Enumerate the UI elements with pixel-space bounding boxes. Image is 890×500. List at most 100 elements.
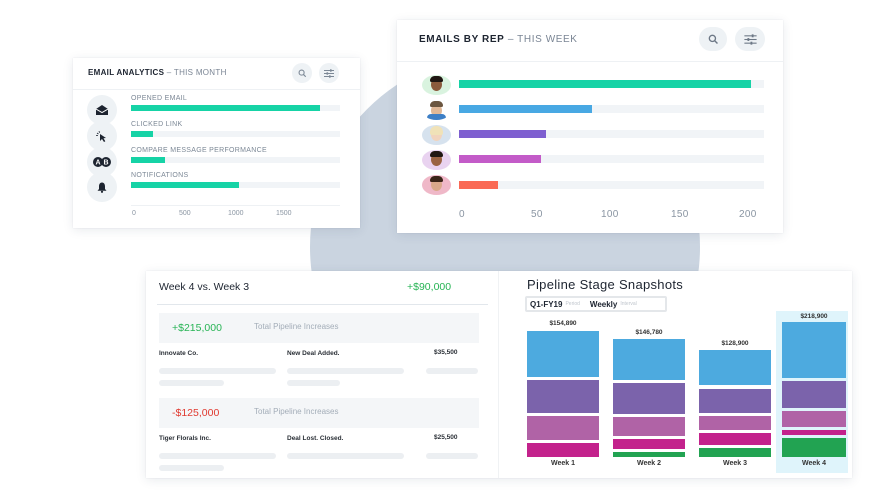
axis-tick: 100 bbox=[601, 209, 619, 220]
search-button[interactable] bbox=[699, 27, 727, 51]
axis-tick: 200 bbox=[739, 209, 757, 220]
deal-value: $25,500 bbox=[434, 434, 458, 441]
bar-segment bbox=[699, 350, 771, 385]
week-compare-delta: +$90,000 bbox=[407, 281, 452, 293]
rep-avatar-3[interactable] bbox=[422, 125, 451, 145]
title-period: – THIS MONTH bbox=[166, 68, 227, 77]
rep-avatar-2[interactable] bbox=[422, 100, 451, 120]
svg-text:A: A bbox=[95, 160, 100, 167]
title-main: EMAILS BY REP bbox=[419, 34, 505, 45]
axis-tick: 0 bbox=[132, 210, 136, 217]
axis-tick: 150 bbox=[671, 209, 689, 220]
search-icon bbox=[708, 34, 718, 44]
bar-segment bbox=[699, 389, 771, 413]
metric-label: COMPARE MESSAGE PERFORMANCE bbox=[131, 147, 267, 154]
filter-button[interactable] bbox=[735, 27, 765, 51]
bar-segment bbox=[613, 383, 685, 414]
bar-total-label: $218,900 bbox=[800, 313, 828, 320]
bar-segment bbox=[613, 439, 685, 449]
period-interval-selector[interactable]: Q1-FY19 Period Weekly Interval bbox=[525, 296, 667, 312]
rep-avatar-1[interactable] bbox=[422, 75, 451, 95]
summary-label: Total Pipeline Increases bbox=[254, 407, 339, 416]
summary-label: Total Pipeline Increases bbox=[254, 322, 339, 331]
card-header: EMAILS BY REP – THIS WEEK bbox=[397, 20, 783, 62]
emails-by-rep-card: EMAILS BY REP – THIS WEEK 0 50 100 150 2… bbox=[397, 20, 783, 233]
deal-value: $35,500 bbox=[434, 349, 458, 356]
skeleton-placeholder bbox=[287, 453, 404, 459]
bar-segment bbox=[527, 443, 599, 457]
svg-text:B: B bbox=[103, 160, 108, 167]
rep-bar-4 bbox=[459, 155, 541, 163]
rep-bar-2 bbox=[459, 105, 592, 113]
period-value: Q1-FY19 bbox=[530, 299, 563, 309]
interval-value: Weekly bbox=[589, 299, 618, 309]
bar-segment bbox=[699, 416, 771, 430]
x-axis-label: Week 1 bbox=[551, 460, 575, 467]
metric-bar-track bbox=[131, 157, 340, 163]
summary-amount: +$215,000 bbox=[172, 322, 222, 334]
bar-total-label: $154,890 bbox=[549, 320, 577, 327]
axis-tick: 1000 bbox=[228, 210, 244, 217]
bar-segment bbox=[699, 448, 771, 457]
metric-bar-compare bbox=[131, 157, 165, 163]
rep-bar-track bbox=[459, 181, 764, 189]
rep-bar-1 bbox=[459, 80, 751, 88]
bell-icon bbox=[97, 182, 107, 193]
skeleton-placeholder bbox=[159, 465, 224, 471]
metric-bar-track bbox=[131, 182, 340, 188]
rep-bar-5 bbox=[459, 181, 498, 189]
metric-bar-opened bbox=[131, 105, 320, 111]
rep-avatar-4[interactable] bbox=[422, 150, 451, 170]
axis-tick: 0 bbox=[459, 209, 465, 220]
x-axis-label: Week 3 bbox=[723, 460, 747, 467]
bar-segment bbox=[782, 438, 846, 457]
card-title: EMAIL ANALYTICS – THIS MONTH bbox=[88, 68, 227, 77]
email-analytics-card: EMAIL ANALYTICS – THIS MONTH OPENED EMAI… bbox=[73, 58, 360, 228]
bar-segment bbox=[527, 416, 599, 440]
search-icon bbox=[298, 69, 306, 77]
filter-button[interactable] bbox=[319, 63, 339, 83]
bar-segment bbox=[613, 339, 685, 380]
interval-label: Interval bbox=[620, 301, 637, 307]
x-axis-label: Week 2 bbox=[637, 460, 661, 467]
pipeline-chart-title: Pipeline Stage Snapshots bbox=[527, 277, 684, 292]
bar-segment bbox=[782, 430, 846, 435]
week-compare-title: Week 4 vs. Week 3 bbox=[159, 281, 250, 293]
divider bbox=[157, 304, 488, 305]
metric-icon-clicked bbox=[87, 121, 117, 151]
deal-company[interactable]: Innovate Co. bbox=[159, 350, 199, 357]
skeleton-placeholder bbox=[159, 380, 224, 386]
skeleton-placeholder bbox=[159, 453, 276, 459]
skeleton-placeholder bbox=[426, 453, 478, 459]
bar-total-label: $146,780 bbox=[635, 329, 663, 336]
deal-company[interactable]: Tiger Florals Inc. bbox=[159, 435, 211, 442]
stacked-bar-week-4[interactable] bbox=[782, 322, 846, 457]
stacked-bar-week-2[interactable] bbox=[613, 339, 685, 457]
pipeline-summary-card: Week 4 vs. Week 3 +$90,000 +$215,000 Tot… bbox=[146, 271, 852, 478]
bar-segment bbox=[527, 380, 599, 413]
stacked-bar-week-3[interactable] bbox=[699, 350, 771, 457]
pipeline-summary-decrease[interactable]: -$125,000 Total Pipeline Increases bbox=[159, 398, 479, 428]
bar-segment bbox=[527, 331, 599, 377]
deal-event: Deal Lost. Closed. bbox=[287, 435, 344, 442]
pipeline-summary-increase[interactable]: +$215,000 Total Pipeline Increases bbox=[159, 313, 479, 343]
metric-label: NOTIFICATIONS bbox=[131, 172, 189, 179]
stacked-bar-week-1[interactable] bbox=[527, 331, 599, 457]
metric-icon-notifications bbox=[87, 172, 117, 202]
skeleton-placeholder bbox=[426, 368, 478, 374]
axis-tick: 1500 bbox=[276, 210, 292, 217]
axis-tick: 500 bbox=[179, 210, 191, 217]
rep-bar-track bbox=[459, 80, 764, 88]
rep-avatar-5[interactable] bbox=[422, 175, 451, 195]
card-header: EMAIL ANALYTICS – THIS MONTH bbox=[73, 58, 360, 90]
title-period: – THIS WEEK bbox=[507, 34, 578, 45]
deal-event: New Deal Added. bbox=[287, 350, 340, 357]
bar-segment bbox=[613, 417, 685, 436]
skeleton-placeholder bbox=[159, 368, 276, 374]
bar-total-label: $128,900 bbox=[721, 340, 749, 347]
search-button[interactable] bbox=[292, 63, 312, 83]
card-title: EMAILS BY REP – THIS WEEK bbox=[419, 34, 578, 45]
bar-segment bbox=[782, 381, 846, 408]
bar-segment bbox=[782, 411, 846, 427]
